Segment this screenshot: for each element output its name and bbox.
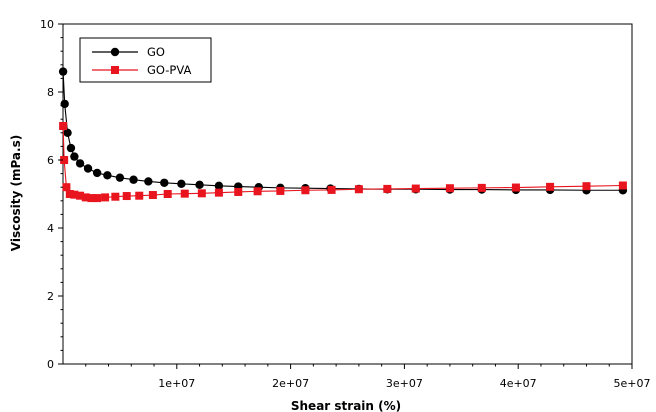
data-point: [144, 177, 153, 186]
data-point: [66, 143, 76, 153]
data-point: [477, 183, 486, 192]
legend-box: [79, 37, 212, 83]
data-point: [101, 193, 110, 202]
plot-frame-border: [62, 23, 633, 365]
data-point: [60, 99, 69, 109]
data-point: [129, 175, 138, 184]
legend-go-label: GO: [147, 45, 165, 59]
data-point: [87, 194, 96, 203]
data-point: [234, 187, 243, 196]
data-point: [177, 179, 186, 188]
data-point: [92, 168, 102, 178]
axes: 0 2 4 6 8 10 1e+07 2e+07 3e+07 4e+07 5e+07: [40, 18, 650, 390]
legend-go-pva-label: GO-PVA: [147, 63, 191, 77]
data-point: [76, 191, 85, 200]
data-point: [135, 191, 144, 200]
y-tick-label: 0: [47, 358, 54, 371]
data-point: [327, 185, 336, 194]
legend: GO GO-PVA: [79, 37, 212, 83]
series-go-pva: [59, 122, 627, 203]
y-tick-label: 6: [47, 154, 54, 167]
legend-go-marker: [110, 47, 120, 57]
data-point: [197, 189, 206, 198]
data-point: [546, 182, 555, 191]
data-point: [511, 183, 520, 192]
y-tick-label: 2: [47, 290, 54, 303]
data-point: [214, 181, 224, 191]
x-tick-label: 3e+07: [386, 377, 423, 390]
x-tick-label: 1e+07: [158, 377, 195, 390]
data-point: [81, 193, 90, 202]
data-point: [253, 187, 262, 196]
x-tick-label: 5e+07: [614, 377, 651, 390]
plot-frame: [62, 23, 633, 365]
series-group: [58, 67, 628, 203]
data-point: [111, 192, 120, 201]
data-point: [65, 190, 74, 198]
x-tick-label: 2e+07: [272, 377, 309, 390]
y-axis-title: Viscosity (mPa.s): [9, 135, 23, 251]
y-tick-label: 4: [47, 222, 54, 235]
data-point: [63, 128, 72, 137]
legend-go-pva-marker: [111, 66, 119, 74]
data-point: [618, 181, 627, 190]
data-point: [276, 186, 285, 195]
data-point: [301, 186, 310, 195]
x-axis-title: Shear strain (%): [291, 399, 401, 412]
data-point: [582, 182, 591, 191]
y-tick-label: 8: [47, 86, 54, 99]
data-point: [122, 192, 131, 201]
y-tick-label: 10: [40, 18, 54, 31]
data-point: [411, 184, 420, 193]
data-point: [70, 152, 79, 161]
data-point: [115, 173, 125, 182]
data-point: [70, 190, 79, 199]
data-point: [62, 183, 71, 192]
data-point: [93, 194, 102, 203]
data-point: [83, 164, 93, 173]
data-point: [445, 184, 454, 193]
x-tick-label: 4e+07: [500, 377, 537, 390]
data-point: [148, 191, 157, 200]
data-point: [354, 185, 363, 194]
data-point: [163, 190, 172, 198]
data-point: [103, 171, 112, 180]
data-point: [180, 189, 189, 198]
data-point: [60, 156, 69, 164]
data-point: [160, 178, 169, 187]
data-point: [59, 122, 68, 130]
data-point: [214, 188, 223, 197]
data-point: [58, 67, 68, 76]
data-point: [383, 184, 392, 193]
data-point: [195, 180, 204, 190]
data-point: [75, 159, 85, 168]
